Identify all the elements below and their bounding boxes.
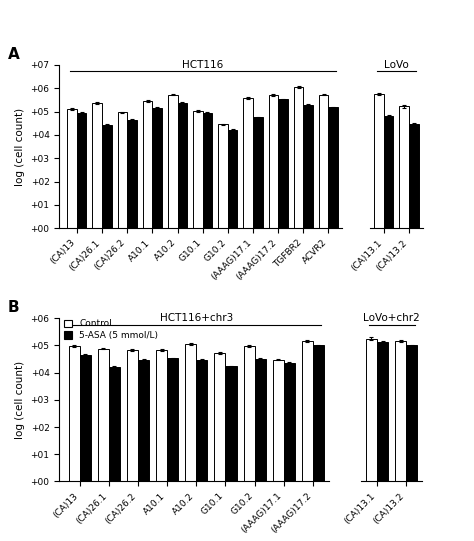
Text: LoVo: LoVo [384, 60, 409, 70]
Bar [313, 345, 324, 481]
Bar [294, 87, 303, 228]
Bar [273, 360, 284, 481]
Bar [278, 100, 288, 228]
Bar [67, 109, 77, 228]
Text: LoVo+chr2: LoVo+chr2 [363, 313, 420, 323]
Bar [284, 363, 295, 481]
Bar [395, 341, 406, 481]
Bar [196, 360, 207, 481]
Bar [203, 113, 212, 228]
Bar [374, 94, 384, 228]
Bar [255, 359, 265, 481]
Bar [127, 350, 138, 481]
Bar [143, 101, 152, 228]
Y-axis label: log (cell count): log (cell count) [15, 361, 25, 439]
Text: HCT116: HCT116 [182, 60, 223, 70]
Bar [253, 117, 263, 228]
Bar [319, 95, 328, 228]
Bar [77, 113, 86, 228]
Bar [303, 104, 313, 228]
Bar [80, 355, 91, 481]
Bar [168, 95, 177, 228]
Bar [400, 107, 409, 228]
Bar [214, 353, 226, 481]
Bar [109, 367, 120, 481]
Bar [177, 103, 187, 228]
Bar [226, 366, 237, 481]
Bar [69, 346, 80, 481]
Bar [302, 341, 313, 481]
Bar [193, 111, 203, 228]
Bar [118, 113, 127, 228]
Bar [185, 344, 196, 481]
Bar [98, 348, 109, 481]
Text: A: A [8, 47, 19, 62]
Y-axis label: log (cell count): log (cell count) [15, 108, 25, 186]
Bar [244, 98, 253, 228]
Bar [406, 345, 417, 481]
Text: HCT116+chr3: HCT116+chr3 [160, 313, 233, 323]
Bar [228, 129, 237, 228]
Bar [409, 124, 419, 228]
Bar [167, 359, 178, 481]
Bar [384, 116, 393, 228]
Bar [152, 108, 162, 228]
Bar [269, 95, 278, 228]
Bar [92, 103, 102, 228]
Bar [366, 339, 377, 481]
Legend: Control, 5-ASA (5 mmol/L): Control, 5-ASA (5 mmol/L) [64, 319, 158, 340]
Bar [328, 108, 338, 228]
Bar [244, 346, 255, 481]
Bar [218, 124, 228, 228]
Bar [156, 349, 167, 481]
Text: B: B [8, 300, 19, 315]
Bar [102, 125, 111, 228]
Bar [127, 120, 137, 228]
Bar [138, 360, 149, 481]
Bar [377, 342, 388, 481]
